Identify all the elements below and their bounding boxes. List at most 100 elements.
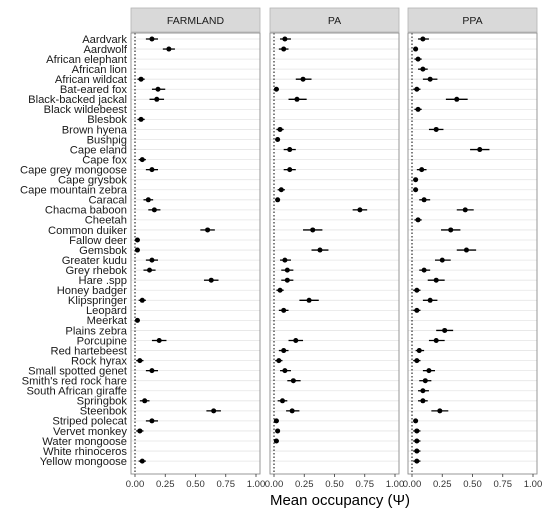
data-point xyxy=(442,327,448,333)
species-label: Striped polecat xyxy=(52,416,128,428)
x-axis-title: Mean occupancy (Ψ) xyxy=(270,492,410,509)
species-label: Caracal xyxy=(88,195,127,207)
data-point xyxy=(416,348,422,354)
data-point xyxy=(139,157,145,163)
facet-strip xyxy=(407,7,538,33)
data-point xyxy=(149,418,155,424)
species-label: Water mongoose xyxy=(42,436,127,448)
data-point xyxy=(138,76,144,82)
species-label: White rhinoceros xyxy=(43,446,127,458)
data-point xyxy=(290,378,296,384)
x-tick-label: 0.50 xyxy=(325,479,344,490)
data-point xyxy=(306,297,312,303)
data-point xyxy=(433,126,439,132)
x-tick-label: 0.50 xyxy=(463,479,482,490)
data-point xyxy=(415,217,421,223)
species-label: Greater kudu xyxy=(62,255,127,267)
data-point xyxy=(448,227,454,233)
x-tick-label: 0.25 xyxy=(295,479,314,490)
data-point xyxy=(463,247,469,253)
data-point xyxy=(420,398,426,404)
data-point xyxy=(433,277,439,283)
species-label: Klipspringer xyxy=(68,295,127,307)
data-point xyxy=(149,368,155,374)
data-point xyxy=(275,428,281,434)
species-label: Gemsbok xyxy=(79,245,127,257)
data-point xyxy=(427,76,433,82)
data-point xyxy=(208,277,214,283)
species-label: Black wildebeest xyxy=(44,104,128,116)
data-point xyxy=(289,408,295,414)
data-point xyxy=(142,398,148,404)
data-point xyxy=(414,287,420,293)
species-label: Small spotted genet xyxy=(28,365,128,377)
species-label: Honey badger xyxy=(57,285,128,297)
species-label: South African giraffe xyxy=(26,386,127,398)
species-label: Plains zebra xyxy=(65,325,127,337)
panel-pa: PA 0.00 0.25 0.50 0.75 1.00 xyxy=(265,7,404,490)
data-point xyxy=(147,267,153,273)
species-label: Springbok xyxy=(77,396,128,408)
species-label: Red hartebeest xyxy=(51,345,128,357)
data-point xyxy=(414,438,420,444)
data-point xyxy=(414,448,420,454)
data-point xyxy=(275,137,281,142)
species-label: Rock hyrax xyxy=(71,355,127,367)
data-point xyxy=(156,338,162,343)
facet-strip xyxy=(269,7,400,33)
data-point xyxy=(281,348,287,354)
facet-strip xyxy=(130,7,261,33)
x-tick-label: 0.50 xyxy=(186,479,205,490)
data-point xyxy=(281,46,287,52)
species-label: African elephant xyxy=(46,54,128,66)
species-label: Aardvark xyxy=(82,34,127,46)
data-point xyxy=(420,36,426,42)
data-point xyxy=(293,338,299,343)
data-point xyxy=(273,438,279,444)
data-point xyxy=(284,277,290,283)
panel-farmland: FARMLAND 0.00 0.25 0.50 0.75 1.00 xyxy=(126,7,266,490)
data-point xyxy=(276,358,282,364)
panels-layer: FARMLAND 0.00 0.25 0.50 0.75 1.00 PA 0.00 0.25 0.… xyxy=(126,7,543,490)
species-label: Fallow deer xyxy=(69,235,127,247)
x-tick-label: 0.25 xyxy=(156,479,175,490)
data-point xyxy=(439,257,445,263)
species-label: Black-backed jackal xyxy=(28,94,127,106)
data-point xyxy=(139,458,145,464)
data-point xyxy=(149,167,155,173)
species-label: Meerkat xyxy=(87,315,128,327)
data-point xyxy=(414,428,420,434)
data-point xyxy=(413,187,419,193)
species-label: Smith's red rock hare xyxy=(22,376,127,388)
data-point xyxy=(310,227,316,233)
x-tick-label: 0.75 xyxy=(494,479,513,490)
data-point xyxy=(357,207,363,213)
data-point xyxy=(211,408,217,414)
data-point xyxy=(138,116,144,122)
data-point xyxy=(134,317,140,323)
x-tick-label: 1.00 xyxy=(247,479,266,490)
facet-strip-label: PPA xyxy=(462,15,482,27)
data-point xyxy=(421,197,427,203)
data-point xyxy=(154,96,160,102)
species-label: Porcupine xyxy=(77,335,127,347)
data-point xyxy=(414,307,420,313)
data-point xyxy=(139,297,145,303)
data-point xyxy=(422,378,428,384)
panel-ppa: PPA 0.00 0.25 0.50 0.75 1.00 xyxy=(403,7,543,490)
x-tick-label: 1.00 xyxy=(524,479,543,490)
species-label: African lion xyxy=(72,64,127,76)
data-point xyxy=(454,96,460,102)
data-point xyxy=(134,237,140,243)
species-label: Yellow mongoose xyxy=(40,456,127,468)
data-point xyxy=(282,36,288,42)
data-point xyxy=(300,76,306,82)
data-point xyxy=(477,147,483,153)
data-point xyxy=(421,267,427,273)
data-point xyxy=(277,287,283,293)
x-tick-label: 0.00 xyxy=(126,479,145,490)
data-point xyxy=(137,428,143,434)
data-point xyxy=(273,418,279,424)
data-point xyxy=(462,207,468,213)
data-point xyxy=(284,267,290,273)
